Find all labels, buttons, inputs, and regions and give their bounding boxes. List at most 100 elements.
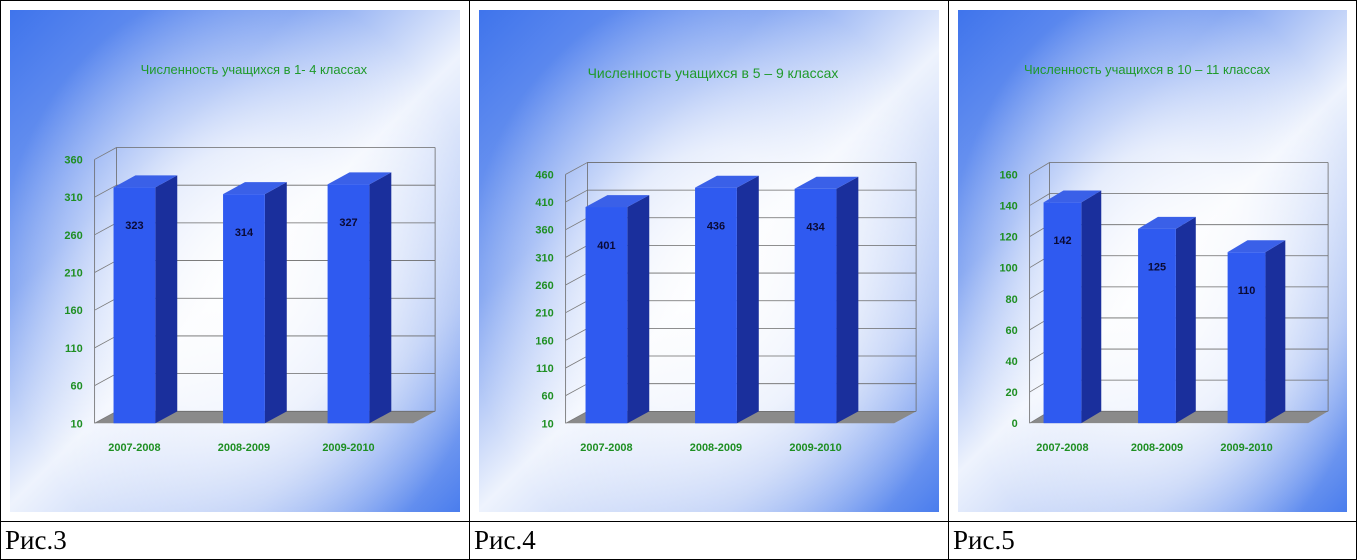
x-category-label: 2008-2009	[690, 442, 742, 454]
chart-panel-1: Численность учащихся в 1- 4 классах 10 60 1…	[10, 10, 460, 512]
bar-side	[369, 172, 392, 424]
y-tick-label: 20	[1006, 387, 1018, 399]
y-tick-label: 80	[1006, 294, 1018, 306]
x-category-label: 2009-2010	[789, 442, 841, 454]
chart-title: Численность учащихся в 1- 4 классах	[141, 62, 368, 77]
bar-front	[585, 207, 628, 424]
bar-side	[1175, 216, 1196, 424]
bar-top	[327, 172, 392, 185]
gridline-depth	[1029, 162, 1050, 175]
bar-side	[1265, 240, 1286, 424]
bar-value-label: 401	[597, 240, 615, 252]
bar-value-label: 436	[707, 220, 725, 232]
y-tick-label: 10	[71, 418, 83, 430]
y-tick-label: 210	[535, 308, 553, 320]
y-tick-label: 360	[64, 154, 82, 166]
y-tick-label: 60	[71, 381, 83, 393]
y-tick-label: 310	[535, 252, 553, 264]
caption-fig-5: Рис.5	[948, 522, 1357, 560]
y-tick-label: 310	[64, 192, 82, 204]
x-category-label: 2009-2010	[1220, 442, 1272, 454]
bar-side	[627, 195, 650, 424]
bar-front	[794, 188, 837, 424]
y-tick-label: 160	[999, 169, 1017, 181]
bar-side	[1081, 190, 1102, 424]
y-tick-label: 210	[64, 268, 82, 280]
y-tick-label: 110	[65, 343, 83, 355]
bar-top	[1227, 240, 1286, 253]
bar	[585, 195, 650, 424]
bar-value-label: 434	[806, 222, 825, 234]
gridline-depth	[94, 260, 117, 273]
x-category-label: 2008-2009	[1131, 442, 1183, 454]
figure-cell-4: Численность учащихся в 5 – 9 классах 10 60…	[469, 0, 949, 522]
gridline-depth	[565, 217, 588, 231]
bar-side	[736, 175, 759, 424]
gridline-depth	[565, 162, 588, 175]
y-tick-label: 260	[535, 280, 553, 292]
x-category-label: 2007-2008	[1036, 442, 1088, 454]
bar-top	[113, 175, 178, 188]
bar-top	[223, 182, 287, 195]
bar	[794, 176, 859, 424]
bar-front	[1043, 202, 1082, 424]
gridline-depth	[94, 184, 117, 198]
gridline-depth	[94, 335, 117, 349]
figure-cell-5: Численность учащихся в 10 – 11 классах 0 2…	[948, 0, 1357, 522]
gridline-depth	[565, 383, 588, 396]
bar	[223, 182, 287, 424]
gridline-depth	[565, 410, 588, 424]
bar-top	[1138, 216, 1196, 229]
y-tick-label: 100	[999, 263, 1017, 275]
bar-front	[1227, 252, 1266, 424]
gridline-depth	[94, 147, 117, 160]
gridline-depth	[565, 328, 588, 341]
chart-panel-2: Численность учащихся в 5 – 9 классах 10 60…	[479, 10, 939, 512]
bar-side	[155, 175, 178, 424]
y-tick-label: 110	[536, 363, 554, 375]
y-tick-label: 60	[1006, 325, 1018, 337]
bar	[1138, 216, 1196, 424]
x-category-label: 2007-2008	[580, 442, 632, 454]
x-category-label: 2008-2009	[218, 442, 270, 454]
bar	[113, 175, 178, 424]
caption-fig-4: Рис.4	[469, 522, 949, 560]
y-tick-label: 410	[535, 197, 553, 209]
bar-value-label: 125	[1148, 262, 1166, 274]
y-tick-label: 140	[999, 201, 1017, 213]
bar-front	[1138, 228, 1176, 424]
chart-title: Численность учащихся в 10 – 11 классах	[1024, 62, 1271, 77]
bar-front	[695, 187, 737, 424]
gridline-depth	[565, 300, 588, 314]
gridline-depth	[565, 355, 588, 369]
gridline-depth	[94, 222, 117, 236]
bar	[327, 172, 392, 424]
chart-panel-3: Численность учащихся в 10 – 11 классах 0 2…	[958, 10, 1347, 512]
figure-cell-3: Численность учащихся в 1- 4 классах 10 60 1…	[0, 0, 470, 522]
bar-value-label: 327	[339, 217, 357, 229]
bar	[695, 175, 759, 424]
bar-front	[113, 187, 156, 424]
gridline-depth	[94, 410, 117, 424]
y-tick-label: 260	[64, 230, 82, 242]
bar	[1043, 190, 1102, 424]
bar-top	[794, 176, 859, 189]
bar-front	[223, 194, 265, 424]
caption-fig-3: Рис.3	[0, 522, 470, 560]
y-tick-label: 60	[542, 391, 554, 403]
y-tick-label: 360	[535, 225, 553, 237]
y-tick-label: 160	[64, 305, 82, 317]
bar-value-label: 314	[235, 227, 254, 239]
bar-top	[585, 195, 650, 208]
bar-value-label: 323	[125, 220, 143, 232]
chart-3: Численность учащихся в 10 – 11 классах 0 2…	[999, 62, 1329, 454]
bar-side	[836, 176, 859, 424]
gridline-depth	[94, 373, 117, 386]
y-tick-label: 40	[1006, 356, 1018, 368]
y-tick-label: 10	[542, 418, 554, 430]
bar-top	[1043, 190, 1102, 203]
chart-1: Численность учащихся в 1- 4 классах 10 60 1…	[64, 62, 436, 454]
y-tick-label: 160	[535, 335, 553, 347]
gridline-depth	[565, 189, 588, 203]
